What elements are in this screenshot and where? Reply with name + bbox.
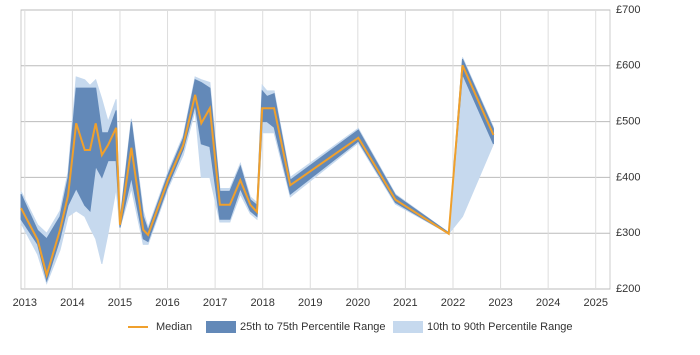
legend-label: 25th to 75th Percentile Range	[240, 321, 386, 333]
x-tick-label: 2021	[393, 297, 417, 309]
y-tick-label: £700	[616, 4, 640, 16]
x-tick-label: 2020	[346, 297, 370, 309]
x-tick-label: 2018	[250, 297, 274, 309]
x-tick-label: 2025	[583, 297, 607, 309]
x-tick-label: 2023	[488, 297, 512, 309]
y-tick-label: £600	[616, 60, 640, 72]
y-tick-label: £300	[616, 227, 640, 239]
x-tick-label: 2017	[203, 297, 227, 309]
plot-area	[20, 9, 611, 290]
legend-label: 10th to 90th Percentile Range	[427, 321, 573, 333]
median-line	[20, 64, 495, 279]
x-tick-label: 2019	[298, 297, 322, 309]
x-tick-label: 2022	[441, 297, 465, 309]
legend-swatch	[206, 321, 236, 333]
legend-label: Median	[156, 321, 192, 333]
legend-swatch	[393, 321, 423, 333]
y-tick-label: £500	[616, 116, 640, 128]
x-tick-label: 2013	[13, 297, 37, 309]
x-tick-label: 2016	[155, 297, 179, 309]
x-tick-label: 2024	[536, 297, 560, 309]
y-tick-label: £200	[616, 283, 640, 295]
x-tick-label: 2014	[60, 297, 84, 309]
y-tick-label: £400	[616, 171, 640, 183]
x-tick-label: 2015	[108, 297, 132, 309]
